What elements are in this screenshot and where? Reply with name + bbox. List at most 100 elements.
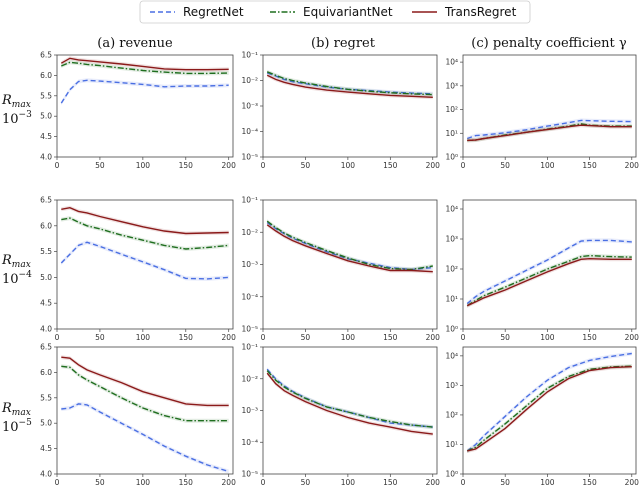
band-regretnet [61,401,229,474]
svg-text:10−3: 10−3 [2,110,32,127]
x-tick-label: 50 [500,478,510,487]
y-tick-label: 10⁰ [445,153,458,162]
x-tick-label: 200 [426,333,441,342]
row-label-3-base: 10 [2,420,19,435]
y-tick-label: 10⁻³ [241,406,258,415]
plot-frame [462,199,637,330]
x-tick-label: 200 [222,478,237,487]
y-tick-label: 10⁻⁴ [241,292,258,301]
x-tick-label: 150 [383,333,398,342]
series-line-equivariantnet [466,365,632,452]
y-tick-label: 10³ [445,81,458,90]
svg-text:10−4: 10−4 [2,270,32,287]
y-tick-label: 10⁻⁵ [241,325,258,334]
series-line-transregret [266,372,433,435]
x-tick-label: 50 [95,161,105,170]
panel-r1-c1: 0 50 100 150 200 4.0 4.5 5.0 5.5 6.0 6.5 [40,51,236,171]
series-line-equivariantnet [266,370,433,428]
x-tick-label: 100 [341,333,356,342]
x-tick-label: 100 [341,161,356,170]
y-tick-label: 4.0 [40,153,52,162]
y-tick-label: 10⁰ [445,325,458,334]
band-regretnet [61,78,229,106]
row-label-1: Rmax 10−3 [1,93,32,127]
x-tick-label: 200 [625,478,640,487]
x-tick-label: 200 [426,161,441,170]
x-tick-label: 50 [301,161,311,170]
series-line-equivariantnet [266,220,433,271]
y-tick-label: 6.5 [40,51,52,60]
panel-r1-c3: 0 50 100 150 200 10⁰ 10¹ 10² 10³ 10⁴ [445,54,640,170]
x-tick-label: 150 [179,333,194,342]
y-tick-label: 4.0 [40,325,52,334]
legend-label-regretnet: RegretNet [183,5,244,19]
series-line-equivariantnet [266,71,433,96]
plot-frame [56,54,234,158]
y-tick-label: 6.0 [40,71,52,80]
series-line-regretnet [61,403,229,473]
y-tick-label: 10¹ [445,295,458,304]
x-tick-label: 0 [461,161,466,170]
y-tick-label: 10⁻² [241,228,258,237]
band-equivariantnet [467,121,632,143]
x-tick-label: 150 [179,161,194,170]
y-tick-label: 10¹ [445,440,458,449]
series-line-transregret [61,206,229,235]
series-line-regretnet [266,368,433,428]
band-regretnet [467,118,632,141]
series-line-transregret [266,74,433,98]
series-line-equivariantnet [61,365,229,422]
y-tick-label: 10⁻⁴ [241,127,258,136]
row-label-2-subscript: max [12,260,31,270]
series-line-regretnet [466,119,632,140]
x-tick-label: 0 [55,478,60,487]
x-tick-label: 50 [500,333,510,342]
y-tick-label: 10⁴ [445,58,458,67]
y-tick-label: 4.0 [40,470,52,479]
x-tick-label: 50 [301,478,311,487]
series-line-transregret [266,224,433,273]
panel-r3-c2: 0 50 100 150 200 10⁻⁵ 10⁻⁴ 10⁻³ 10⁻² 10⁻¹ [241,343,440,487]
x-tick-label: 0 [55,333,60,342]
x-tick-label: 200 [625,161,640,170]
row-label-3: Rmax 10−5 [1,401,32,435]
y-tick-label: 10⁻² [241,374,258,383]
x-tick-label: 200 [625,333,640,342]
y-tick-label: 10¹ [445,129,458,138]
row-label-3-subscript: max [12,408,31,418]
x-tick-label: 100 [136,478,151,487]
x-tick-label: 50 [500,161,510,170]
x-tick-label: 200 [222,333,237,342]
x-tick-label: 0 [55,161,60,170]
y-tick-label: 10⁻¹ [241,343,258,352]
band-regretnet [61,240,229,281]
y-tick-label: 6.5 [40,196,52,205]
y-tick-label: 10² [445,265,458,274]
x-tick-label: 200 [222,161,237,170]
row-label-2-base: 10 [2,272,19,287]
x-tick-label: 100 [136,333,151,342]
y-tick-label: 10⁻⁵ [241,470,258,479]
y-tick-label: 5.5 [40,247,52,256]
legend-label-equivariantnet: EquivariantNet [303,5,393,19]
y-tick-label: 10³ [445,235,458,244]
series-line-transregret [467,124,632,142]
legend: RegretNet EquivariantNet TransRegret [139,0,531,24]
y-tick-label: 10⁻⁵ [241,153,258,162]
series-line-regretnet [466,352,632,452]
y-tick-label: 10⁻¹ [241,196,258,205]
y-tick-label: 10⁻¹ [241,51,258,60]
row-label-3-exponent: −5 [19,418,33,428]
y-tick-label: 4.5 [40,132,52,141]
x-tick-label: 50 [95,333,105,342]
x-tick-label: 150 [179,478,194,487]
y-tick-label: 5.0 [40,273,52,282]
x-tick-label: 0 [461,478,466,487]
y-tick-label: 4.5 [40,444,52,453]
svg-text:Rmax: Rmax [1,93,31,110]
series-line-transregret [466,257,632,307]
x-tick-label: 150 [582,333,597,342]
y-tick-label: 10⁻³ [241,102,258,111]
row-label-1-exponent: −3 [19,110,33,120]
